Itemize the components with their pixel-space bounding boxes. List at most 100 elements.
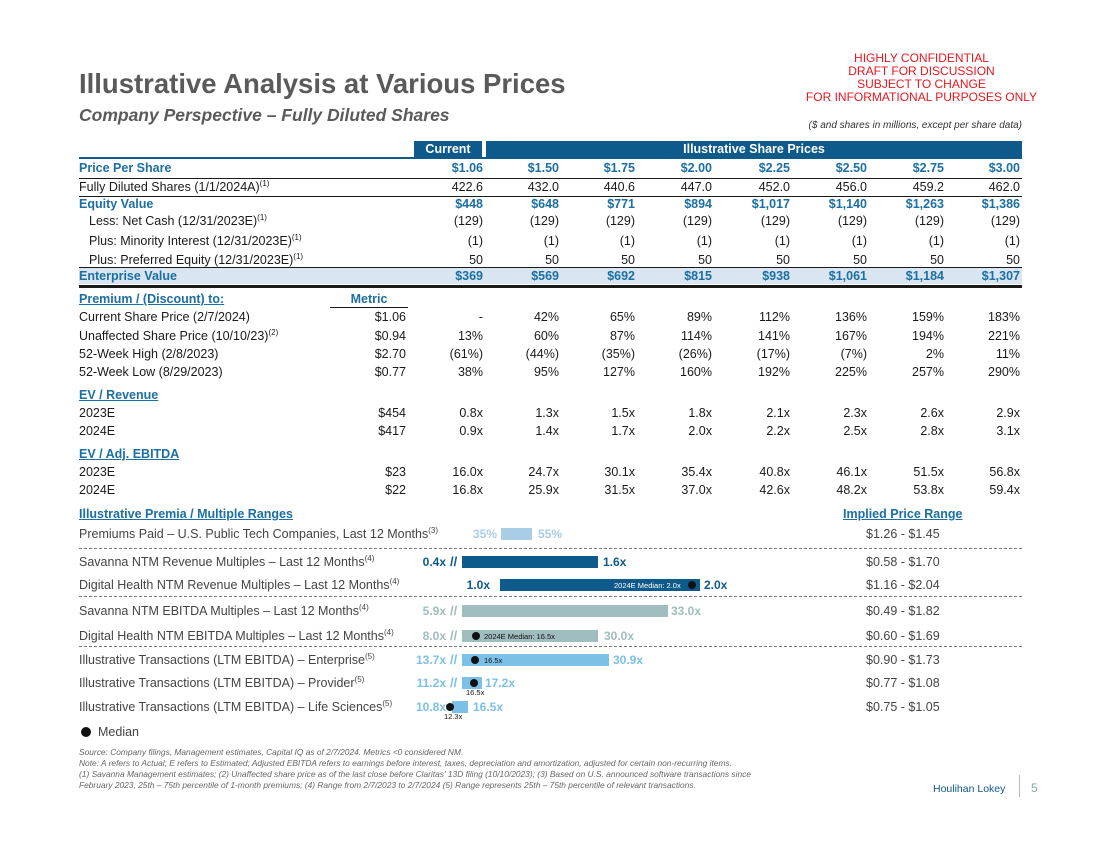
range-row-label: Savanna NTM EBITDA Multiples – Last 12 M… (79, 602, 369, 618)
enterprise-value-cell: $369 (455, 269, 483, 283)
range-bar (462, 630, 598, 642)
price-per-share-cell: $3.00 (988, 161, 1020, 175)
enterprise-value-label: Enterprise Value (79, 269, 177, 283)
footnote-note: Note: A refers to Actual; E refers to Es… (79, 758, 732, 768)
ev-ebitda-cell: 25.9x (528, 483, 559, 497)
axis-break-icon: // (450, 675, 458, 690)
range-low-label: 11.2x (416, 676, 446, 690)
median-dot-icon (688, 581, 696, 589)
premium-cell: (35%) (601, 347, 635, 361)
price-per-share-cell: $1.75 (603, 161, 635, 175)
premium-cell: 87% (609, 329, 635, 343)
ev-revenue-cell: 2.6x (920, 406, 944, 420)
ev-ebitda-title: EV / Adj. EBITDA (79, 447, 180, 461)
enterprise-value-cell: $1,307 (981, 269, 1020, 283)
net-cash-cell: (129) (453, 214, 483, 228)
equity-value-cell: $448 (455, 197, 483, 211)
implied-price-range: $0.77 - $1.08 (866, 676, 940, 690)
illustrative-header: Illustrative Share Prices (486, 141, 1022, 157)
range-high-label: 17.2x (485, 676, 516, 690)
minority-interest-cell: (1) (774, 234, 790, 248)
metric-header: Metric (330, 292, 408, 308)
premium-cell: 112% (758, 310, 790, 324)
range-bar (462, 556, 598, 568)
ev-ebitda-cell: 31.5x (604, 483, 635, 497)
ev-ebitda-cell: 30.1x (604, 465, 635, 479)
range-high-label: 30.9x (613, 653, 644, 667)
price-per-share-cell: $2.75 (912, 161, 944, 175)
preferred-equity-cell: 50 (930, 253, 944, 267)
ev-revenue-cell: 2.9x (996, 406, 1020, 420)
ev-revenue-row-label: 2023E (79, 406, 116, 420)
legend-median-label: Median (98, 725, 139, 739)
range-bar (501, 528, 532, 540)
premium-cell: 89% (686, 310, 712, 324)
footnote-2: February 2023, 25th – 75th percentile of… (79, 780, 696, 790)
premium-cell: 13% (457, 329, 483, 343)
axis-break-icon: // (450, 554, 458, 569)
equity-value-cell: $1,263 (905, 197, 944, 211)
median-label: 12.3x (444, 712, 463, 721)
range-high-label: 2.0x (704, 578, 728, 592)
premium-cell: 114% (680, 329, 712, 343)
range-low-label: 8.0x (422, 629, 446, 643)
fully-diluted-shares-label: Fully Diluted Shares (1/1/2024A)(1) (79, 178, 270, 194)
units-note: ($ and shares in millions, except per sh… (808, 120, 1022, 131)
fully-diluted-shares-cell: 456.0 (835, 180, 867, 194)
price-per-share-cell: $1.06 (451, 161, 483, 175)
premium-cell: 194% (912, 329, 944, 343)
axis-break-icon: // (450, 628, 458, 643)
ev-revenue-cell: 2.1x (766, 406, 790, 420)
premium-cell: 192% (758, 365, 790, 379)
minority-interest-cell: (1) (467, 234, 483, 248)
enterprise-value-cell: $569 (531, 269, 559, 283)
equity-value-cell: $894 (684, 197, 712, 211)
range-row-label: Premiums Paid – U.S. Public Tech Compani… (79, 525, 439, 541)
premium-cell: 141% (758, 329, 790, 343)
ev-ebitda-metric: $22 (385, 483, 406, 497)
net-cash-label: Less: Net Cash (12/31/2023E)(1) (89, 212, 267, 228)
range-high-label: 1.6x (603, 555, 627, 569)
median-dot-icon (472, 632, 480, 640)
implied-price-range: $0.58 - $1.70 (866, 555, 940, 569)
fully-diluted-shares-cell: 447.0 (680, 180, 712, 194)
page-subtitle: Company Perspective – Fully Diluted Shar… (79, 105, 450, 125)
premium-cell: 2% (925, 347, 944, 361)
range-bar (462, 654, 609, 666)
ev-ebitda-cell: 59.4x (989, 483, 1020, 497)
ev-revenue-cell: 2.0x (688, 424, 712, 438)
ev-ebitda-cell: 48.2x (836, 483, 867, 497)
median-label: 2024E Median: 2.0x (614, 581, 681, 590)
preferred-equity-cell: 50 (469, 253, 483, 267)
footer-divider (1019, 775, 1020, 797)
fully-diluted-shares-cell: 459.2 (912, 180, 944, 194)
minority-interest-label: Plus: Minority Interest (12/31/2023E)(1) (89, 232, 302, 248)
implied-price-range: $0.49 - $1.82 (866, 604, 940, 618)
ev-ebitda-cell: 46.1x (836, 465, 867, 479)
price-per-share-label: Price Per Share (79, 161, 172, 175)
ev-revenue-title: EV / Revenue (79, 388, 159, 402)
premium-cell: - (478, 310, 483, 324)
footnote-1: (1) Savanna Management estimates; (2) Un… (79, 769, 751, 779)
range-row-label: Savanna NTM Revenue Multiples – Last 12 … (79, 553, 375, 569)
preferred-equity-cell: 50 (621, 253, 635, 267)
implied-range-title: Implied Price Range (843, 507, 963, 521)
ev-ebitda-row-label: 2023E (79, 465, 116, 479)
premium-cell: 65% (609, 310, 635, 324)
footnote-source: Source: Company filings, Management esti… (79, 747, 464, 757)
range-row-label: Illustrative Transactions (LTM EBITDA) –… (79, 651, 375, 667)
ev-row-band (79, 268, 1022, 284)
premium-cell: (44%) (525, 347, 559, 361)
ev-revenue-cell: 2.2x (766, 424, 790, 438)
ev-revenue-cell: 1.7x (611, 424, 635, 438)
preferred-equity-cell: 50 (698, 253, 712, 267)
price-per-share-cell: $2.00 (680, 161, 712, 175)
median-label: 2024E Median: 16.5x (484, 632, 555, 641)
premium-cell: 127% (603, 365, 635, 379)
price-per-share-cell: $2.25 (758, 161, 790, 175)
ev-revenue-cell: 1.3x (535, 406, 559, 420)
median-dot-icon (470, 679, 478, 687)
current-header: Current (414, 141, 482, 157)
table-rule (79, 196, 1022, 197)
legend-median-icon (81, 727, 91, 737)
